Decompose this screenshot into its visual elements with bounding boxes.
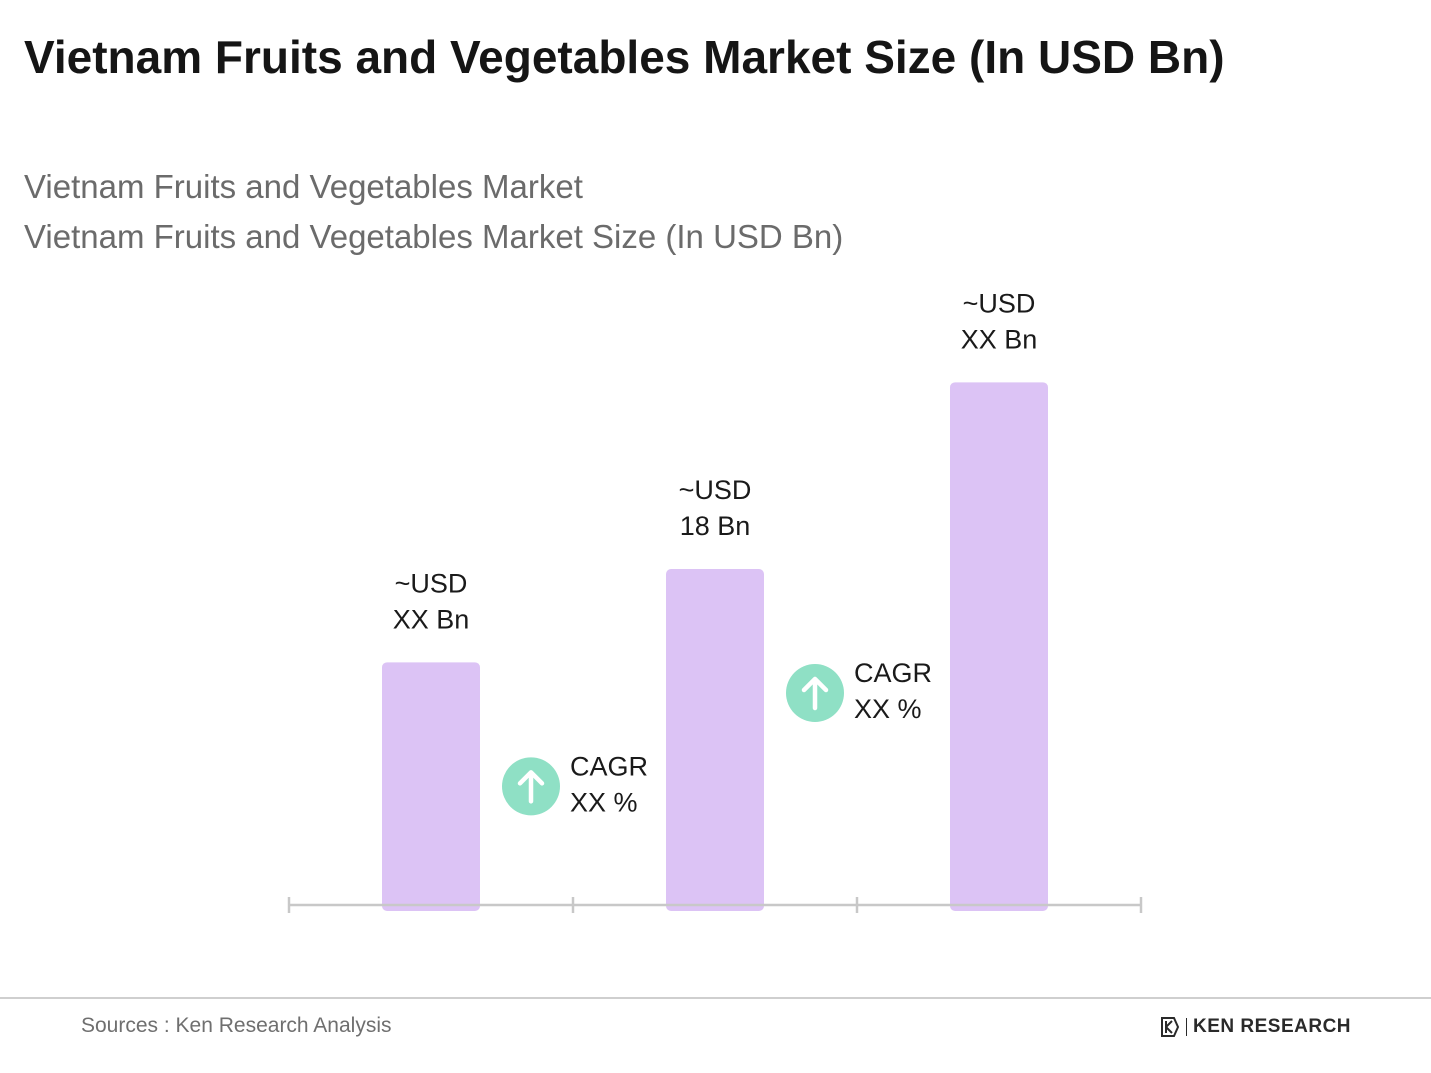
brand-separator <box>1186 1018 1187 1036</box>
brand-name: KEN RESEARCH <box>1193 1016 1352 1037</box>
cagr-1-label: CAGR <box>570 751 648 781</box>
ken-research-logo-icon <box>1161 1017 1180 1037</box>
bar-chart: ~USD XX Bn ~USD 18 Bn ~USD XX Bn CAGR XX % CAGR X… <box>287 288 1143 913</box>
cagr-1-value: XX % <box>570 787 638 817</box>
bar-2 <box>666 569 764 911</box>
bar-3-label-line-2: XX Bn <box>961 324 1038 354</box>
bar-3 <box>950 382 1048 911</box>
cagr-2-value: XX % <box>854 694 922 724</box>
cagr-2-label: CAGR <box>854 658 932 688</box>
bar-2-label-line-2: 18 Bn <box>680 511 751 541</box>
bar-1 <box>382 662 480 911</box>
bar-1-label-line-1: ~USD <box>395 568 468 598</box>
up-arrow-icon <box>517 770 545 804</box>
chart-title: Vietnam Fruits and Vegetables Market Siz… <box>24 31 1225 83</box>
chart-subtitle-2: Vietnam Fruits and Vegetables Market Siz… <box>24 218 844 255</box>
bar-2-label-line-1: ~USD <box>679 475 752 505</box>
chart-subtitle-1: Vietnam Fruits and Vegetables Market <box>24 168 583 205</box>
brand-logo: KEN RESEARCH <box>1160 1016 1351 1038</box>
bar-3-label-line-1: ~USD <box>963 288 1036 318</box>
bar-1-label-line-2: XX Bn <box>393 604 470 634</box>
footer-divider <box>0 997 1431 999</box>
up-arrow-icon <box>801 676 829 711</box>
source-note: Sources : Ken Research Analysis <box>81 1014 392 1037</box>
